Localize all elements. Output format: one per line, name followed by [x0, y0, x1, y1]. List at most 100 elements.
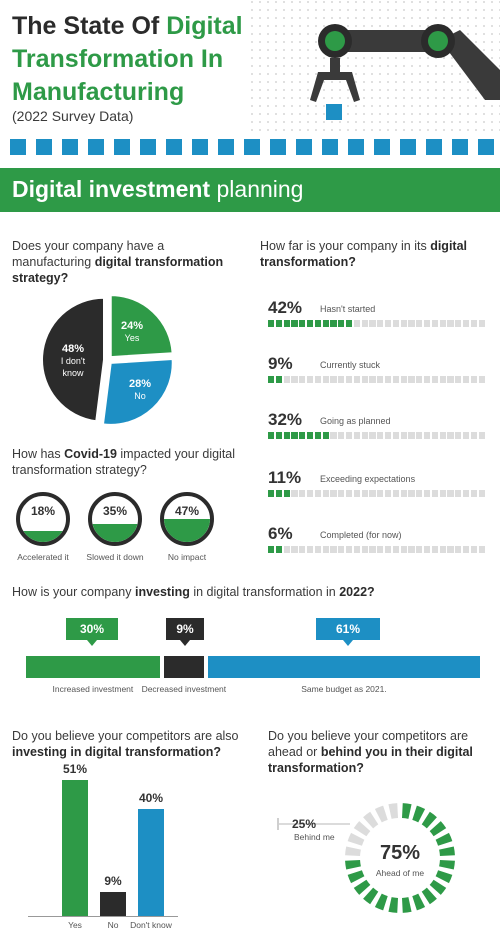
progress-segment — [299, 432, 306, 439]
progress-segment — [322, 376, 329, 383]
impact-value: 47% — [174, 504, 200, 518]
behind-label: Behind me — [294, 832, 335, 842]
donut-segment-behind — [374, 805, 388, 823]
progress-segment — [322, 490, 329, 497]
progress-segment — [369, 320, 376, 327]
progress-segment — [400, 376, 407, 383]
competitor-label: Yes — [68, 920, 82, 930]
competitor-label: Don't know — [130, 920, 172, 930]
donut-segment-ahead — [374, 893, 388, 911]
competitor-bar — [62, 780, 88, 916]
progress-segment — [400, 432, 407, 439]
donut-segment-ahead — [363, 887, 379, 905]
progress-segment — [338, 546, 345, 553]
donut-segment-ahead — [421, 887, 437, 905]
progress-segment — [455, 490, 462, 497]
q1-question: Does your company have a manufacturing d… — [12, 239, 224, 285]
progress-segment — [283, 320, 290, 327]
progress-segment — [463, 546, 470, 553]
investment-callout: 61% — [316, 618, 380, 646]
impact-circle: 47% — [160, 492, 214, 546]
progress-segment — [392, 376, 400, 383]
impact-label: Accelerated it — [17, 552, 69, 562]
donut-segment-ahead — [439, 859, 455, 870]
progress-segment — [385, 376, 392, 383]
progress-segment — [455, 432, 462, 439]
investment-segment — [207, 656, 480, 678]
progress-segment — [478, 376, 485, 383]
donut-segment-ahead — [435, 870, 453, 884]
progress-segment — [377, 546, 384, 553]
progress-segment — [478, 432, 485, 439]
progress-segment — [275, 376, 283, 383]
progress-segment — [268, 432, 275, 439]
investment-callout: 30% — [66, 618, 118, 646]
progress-segment — [346, 546, 353, 553]
progress-segment — [431, 320, 439, 327]
impact-fill — [20, 530, 66, 542]
progress-segment — [385, 432, 392, 439]
title-line2: Transformation In — [12, 45, 224, 73]
progress-segment — [268, 376, 275, 383]
progress-segment — [369, 376, 376, 383]
progress-segment — [447, 376, 454, 383]
ahead-value: 75% — [379, 842, 421, 864]
donut-segment-behind — [345, 846, 361, 857]
progress-segment — [330, 490, 337, 497]
progress-segment — [455, 376, 462, 383]
progress-segment — [392, 546, 400, 553]
progress-segment — [408, 376, 415, 383]
donut-segment-ahead — [401, 897, 412, 913]
progress-segment — [338, 320, 345, 327]
progress-segment — [353, 376, 361, 383]
progress-segment — [463, 376, 470, 383]
progress-segment — [307, 376, 314, 383]
q6-question: Do you believe your competitors are ahea… — [268, 729, 473, 775]
progress-segment — [299, 376, 306, 383]
progress-segment — [447, 320, 454, 327]
progress-segment — [385, 490, 392, 497]
progress-segment — [478, 320, 485, 327]
progress-row: 11% Exceeding expectations — [268, 468, 488, 518]
progress-segment — [346, 432, 353, 439]
progress-segment — [283, 546, 290, 553]
progress-segment — [424, 490, 431, 497]
impact-circle: 18% — [16, 492, 70, 546]
progress-segment — [268, 320, 275, 327]
impact-fill — [92, 523, 138, 542]
progress-segment — [307, 320, 314, 327]
pie-slice-yes — [109, 294, 174, 359]
progress-segment — [275, 320, 283, 327]
donut-segment-behind — [363, 811, 379, 829]
progress-segment — [330, 320, 337, 327]
progress-value: 42% — [268, 298, 303, 317]
donut-segment-ahead — [439, 846, 455, 857]
progress-segment — [338, 490, 345, 497]
strategy-pie-chart — [41, 294, 174, 426]
progress-segment — [291, 376, 298, 383]
progress-row: 32% Going as planned — [268, 410, 488, 460]
progress-segment — [330, 546, 337, 553]
investment-chart: 30% Increased investment 9% Decreased inves… — [26, 616, 480, 706]
progress-segment — [346, 320, 353, 327]
progress-segment — [470, 490, 478, 497]
progress-segment — [455, 546, 462, 553]
progress-segment — [424, 432, 431, 439]
progress-segment — [314, 490, 322, 497]
pie-slice-no — [101, 357, 174, 426]
donut-segment-behind — [353, 821, 371, 837]
investment-callout: 9% — [166, 618, 204, 646]
q5-question: Do you believe your competitors are also… — [12, 729, 239, 759]
progress-segment — [314, 546, 322, 553]
progress-segment — [439, 490, 446, 497]
competitor-label: No — [107, 920, 119, 930]
progress-segment — [361, 490, 368, 497]
competitor-bar-chart: 51% Yes 9% No 40% Don't know — [28, 760, 236, 936]
progress-label: Completed (for now) — [320, 530, 402, 540]
progress-segment — [392, 490, 400, 497]
progress-segment — [416, 376, 423, 383]
investment-label: Same budget as 2021. — [301, 684, 387, 694]
progress-segment — [346, 376, 353, 383]
progress-segment — [447, 490, 454, 497]
progress-segment — [470, 546, 478, 553]
